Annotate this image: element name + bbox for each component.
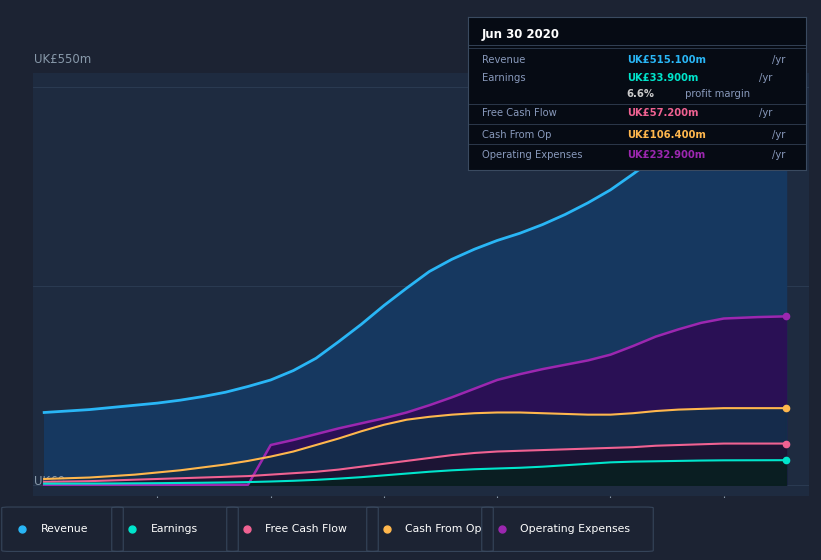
Text: /yr: /yr [772, 55, 785, 65]
Text: UK£550m: UK£550m [34, 53, 92, 67]
Text: /yr: /yr [772, 150, 785, 160]
Text: UK£0: UK£0 [34, 475, 66, 488]
Text: Free Cash Flow: Free Cash Flow [265, 524, 347, 534]
Text: /yr: /yr [759, 109, 772, 118]
Text: UK£106.400m: UK£106.400m [627, 130, 706, 140]
Text: Cash From Op: Cash From Op [406, 524, 482, 534]
Text: Revenue: Revenue [482, 55, 525, 65]
Text: Earnings: Earnings [482, 73, 525, 83]
Text: Revenue: Revenue [40, 524, 88, 534]
Text: Jun 30 2020: Jun 30 2020 [482, 27, 560, 41]
Text: Operating Expenses: Operating Expenses [521, 524, 631, 534]
Text: UK£57.200m: UK£57.200m [627, 109, 699, 118]
Text: Operating Expenses: Operating Expenses [482, 150, 582, 160]
Text: Free Cash Flow: Free Cash Flow [482, 109, 557, 118]
Text: /yr: /yr [772, 130, 785, 140]
Text: UK£232.900m: UK£232.900m [627, 150, 705, 160]
Text: UK£33.900m: UK£33.900m [627, 73, 698, 83]
Text: /yr: /yr [759, 73, 772, 83]
Text: Cash From Op: Cash From Op [482, 130, 551, 140]
Text: 6.6%: 6.6% [627, 88, 655, 99]
Text: Earnings: Earnings [150, 524, 198, 534]
Text: profit margin: profit margin [681, 88, 750, 99]
Text: UK£515.100m: UK£515.100m [627, 55, 706, 65]
